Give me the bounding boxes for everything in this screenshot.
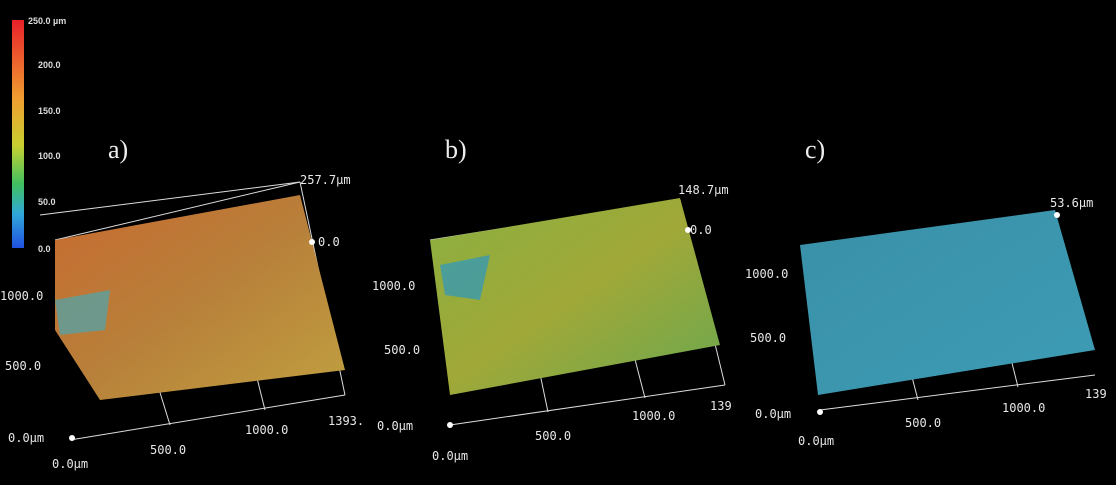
axis-label: 1000.0 xyxy=(245,423,288,437)
panel-a-surface xyxy=(40,182,345,441)
axis-label: 1000.0 xyxy=(745,267,788,281)
axis-label: 0.0 xyxy=(318,235,340,249)
axis-label: 0.0µm xyxy=(432,449,468,463)
color-bar-label: 50.0 xyxy=(38,197,56,207)
axis-label: 0.0µm xyxy=(798,434,834,448)
axis-label: 139 xyxy=(1085,387,1107,401)
axis-label: 1000.0 xyxy=(632,409,675,423)
axis-label: 1000.0 xyxy=(372,279,415,293)
axis-label: 500.0 xyxy=(384,343,420,357)
panel-label: b) xyxy=(445,135,467,164)
axis-label: 53.6µm xyxy=(1050,196,1093,210)
axis-label: 500.0 xyxy=(535,429,571,443)
axis-label: 500.0 xyxy=(750,331,786,345)
figure: 250.0 µm 200.0 150.0 100.0 50.0 0.0 a) 257.7µm 0… xyxy=(0,0,1116,485)
axis-label: 0.0µm xyxy=(52,457,88,471)
panel-label: c) xyxy=(805,135,825,164)
axis-label: 1000.0 xyxy=(0,289,43,303)
axis-label: 0.0µm xyxy=(8,431,44,445)
color-bar-label: 0.0 xyxy=(38,244,51,254)
color-bar-label: 150.0 xyxy=(38,106,61,116)
axis-label: 139 xyxy=(710,399,732,413)
axis-label: 1000.0 xyxy=(1002,401,1045,415)
panel-label: a) xyxy=(108,135,128,164)
axis-label: 1393. xyxy=(328,414,364,428)
color-bar xyxy=(12,20,24,248)
axis-label: 148.7µm xyxy=(678,183,729,197)
axis-label: 500.0 xyxy=(150,443,186,457)
color-bar-label: 100.0 xyxy=(38,151,61,161)
panel-b-surface xyxy=(430,198,725,428)
axis-label: 500.0 xyxy=(905,416,941,430)
axis-label: 500.0 xyxy=(5,359,41,373)
axis-label: 0.0µm xyxy=(377,419,413,433)
panel-c-surface xyxy=(800,210,1095,415)
axis-label: 257.7µm xyxy=(300,173,351,187)
color-bar-label: 250.0 µm xyxy=(28,16,66,26)
axis-label: 0.0 xyxy=(690,223,712,237)
color-bar-label: 200.0 xyxy=(38,60,61,70)
axis-label: 0.0µm xyxy=(755,407,791,421)
